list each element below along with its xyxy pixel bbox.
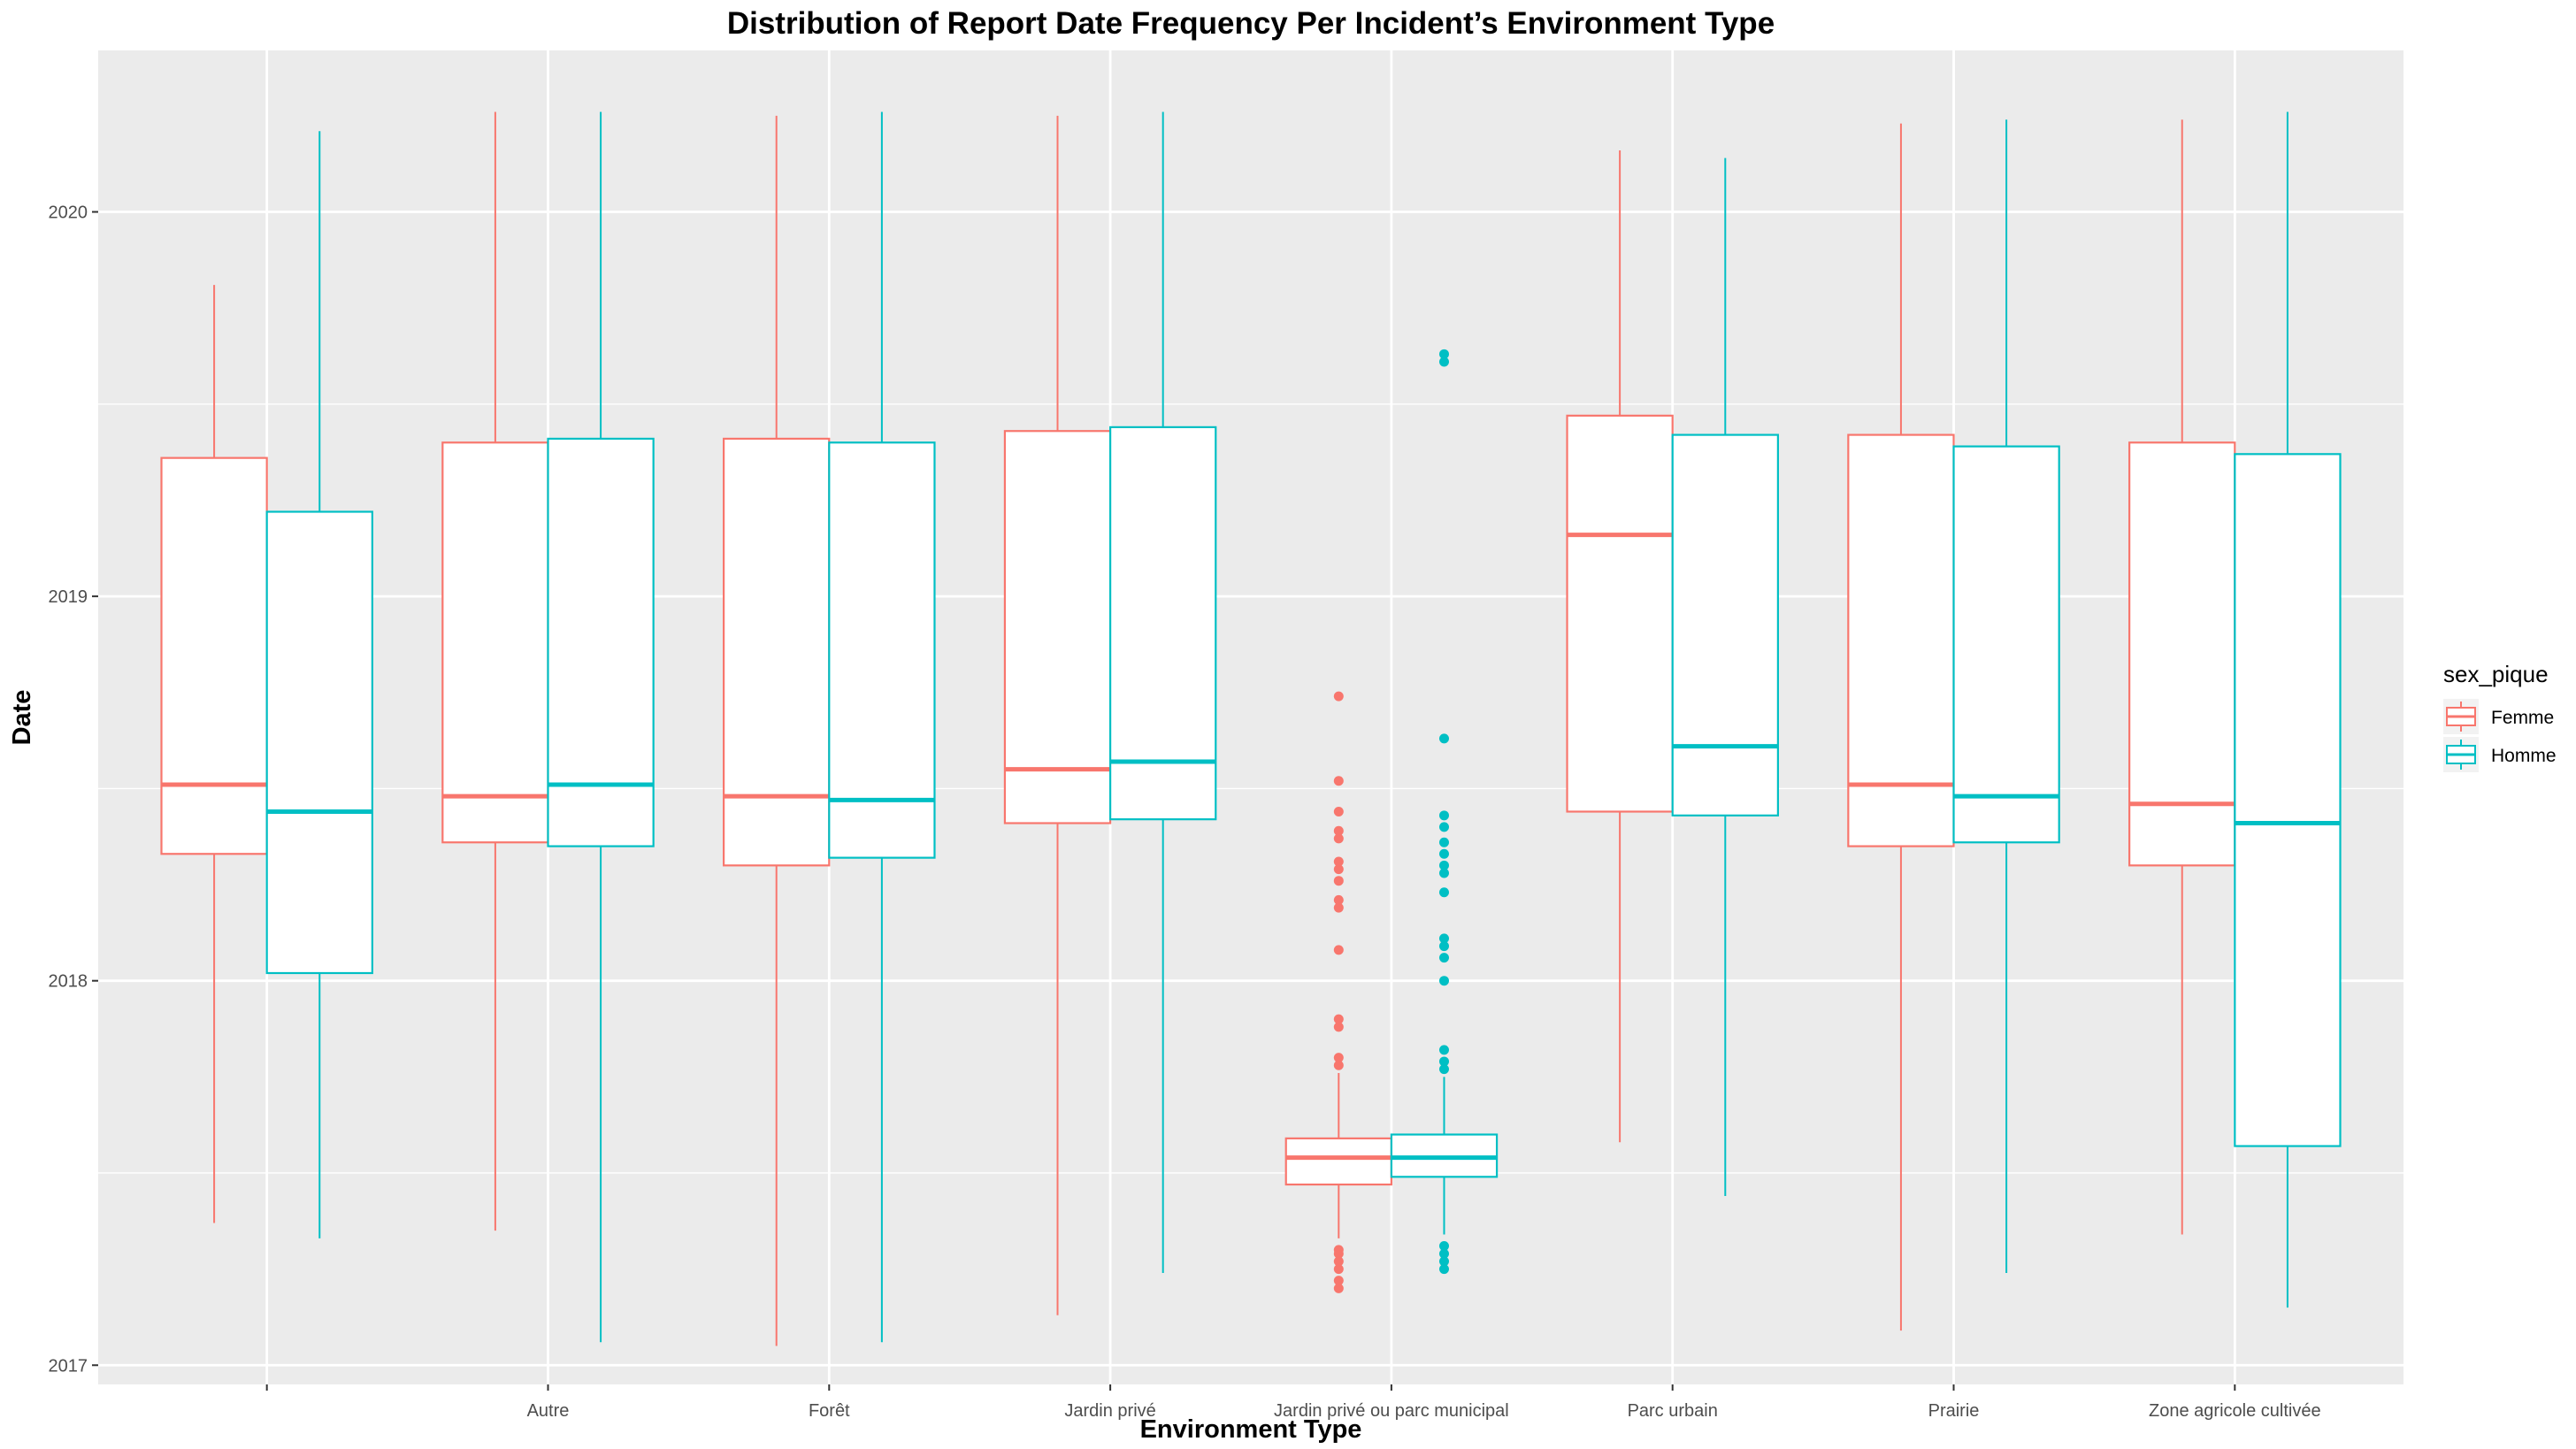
box-group	[1671, 157, 1779, 1197]
outlier-point	[1438, 887, 1449, 898]
outlier-point	[1438, 837, 1449, 847]
box-iqr	[2128, 441, 2236, 867]
box-group	[1847, 123, 1955, 1331]
box-group	[2234, 111, 2342, 1308]
box-iqr	[1108, 426, 1217, 821]
outlier-point	[1438, 822, 1449, 832]
box-iqr	[1566, 414, 1674, 813]
outlier-point	[1438, 1241, 1449, 1252]
outlier-point	[1438, 1056, 1449, 1067]
x-tick-label: Zone agricole cultivée	[2149, 1401, 2321, 1421]
outlier-point	[1438, 941, 1449, 952]
box-iqr	[265, 510, 373, 975]
outlier-point	[1438, 1264, 1449, 1275]
outlier-point	[1333, 776, 1344, 786]
box-iqr	[2234, 453, 2342, 1147]
outlier-point	[1438, 860, 1449, 870]
x-axis: Autre Forêt Jardin privé Jardin privé ou pa…	[265, 1384, 2321, 1421]
outlier-point	[1333, 1283, 1344, 1293]
outlier-point	[1438, 356, 1449, 367]
outlier-point	[1333, 806, 1344, 816]
outlier-point	[1333, 1053, 1344, 1063]
x-tick-label: Forêt	[809, 1401, 850, 1421]
box-group	[1003, 115, 1112, 1315]
box-iqr	[1847, 433, 1955, 847]
outlier-point	[1438, 1256, 1449, 1267]
box-iqr	[547, 437, 655, 847]
outlier-point	[1333, 876, 1344, 886]
box-iqr	[441, 441, 549, 844]
outlier-point	[1333, 825, 1344, 836]
box-group	[1566, 150, 1674, 1143]
outlier-point	[1438, 953, 1449, 963]
outlier-point	[1438, 1045, 1449, 1055]
outlier-point	[1333, 1245, 1344, 1255]
chart-title: Distribution of Report Date Frequency Pe…	[727, 6, 1775, 41]
box-iqr	[828, 441, 936, 859]
box-iqr	[1284, 1137, 1393, 1186]
outlier-point	[1438, 733, 1449, 744]
y-tick-label: 2018	[49, 972, 88, 992]
outlier-point	[1438, 1248, 1449, 1259]
box-group	[160, 285, 268, 1223]
box-group	[1390, 349, 1499, 1275]
x-tick-label: Jardin privé ou parc municipal	[1274, 1401, 1509, 1421]
outlier-point	[1438, 1064, 1449, 1075]
legend-label: Femme	[2491, 708, 2554, 728]
outlier-point	[1438, 976, 1449, 986]
legend: sex_pique Femme Homme	[2443, 661, 2557, 772]
outlier-point	[1438, 848, 1449, 859]
box-iqr	[160, 456, 268, 855]
box-group	[441, 111, 549, 1231]
x-tick-label: Autre	[527, 1401, 570, 1421]
outlier-point	[1333, 1256, 1344, 1267]
outlier-point	[1333, 945, 1344, 955]
outlier-point	[1333, 856, 1344, 867]
box-iqr	[1003, 430, 1112, 824]
box-group	[828, 111, 936, 1343]
box-group	[1284, 691, 1393, 1293]
box-group	[547, 111, 655, 1343]
x-axis-title: Environment Type	[1140, 1415, 1362, 1444]
y-tick-label: 2017	[49, 1356, 88, 1376]
outlier-point	[1333, 894, 1344, 905]
y-axis: 2017 2018 2019 2020	[49, 203, 98, 1376]
outlier-point	[1333, 1014, 1344, 1024]
outlier-point	[1333, 864, 1344, 875]
x-tick-label: Prairie	[1928, 1401, 1980, 1421]
legend-label: Homme	[2491, 746, 2557, 766]
y-tick-label: 2020	[49, 203, 88, 223]
box-group	[1952, 119, 2060, 1273]
x-tick-label: Jardin privé	[1064, 1401, 1155, 1421]
box-marks	[160, 111, 2342, 1346]
box-iqr	[1952, 445, 2060, 844]
box-group	[2128, 119, 2236, 1235]
box-iqr	[723, 437, 831, 867]
outlier-point	[1438, 868, 1449, 878]
y-axis-title: Date	[8, 690, 36, 746]
box-group	[265, 131, 373, 1238]
outlier-point	[1438, 349, 1449, 359]
x-tick-label: Parc urbain	[1628, 1401, 1718, 1421]
outlier-point	[1333, 1264, 1344, 1275]
outlier-point	[1438, 810, 1449, 821]
box-group	[723, 115, 831, 1346]
outlier-point	[1333, 902, 1344, 913]
outlier-point	[1333, 1060, 1344, 1070]
outlier-point	[1333, 833, 1344, 844]
outlier-point	[1333, 1276, 1344, 1286]
legend-title: sex_pique	[2443, 661, 2549, 687]
outlier-point	[1333, 1022, 1344, 1032]
outlier-point	[1333, 691, 1344, 702]
box-group	[1108, 111, 1217, 1273]
y-tick-label: 2019	[49, 587, 88, 607]
box-iqr	[1671, 433, 1779, 816]
outlier-point	[1438, 933, 1449, 944]
